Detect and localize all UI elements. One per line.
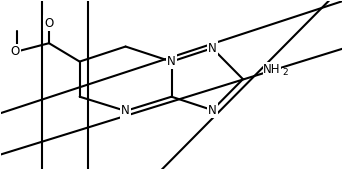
Text: N: N xyxy=(208,42,217,55)
Text: O: O xyxy=(10,45,20,58)
Text: 2: 2 xyxy=(282,68,288,77)
Text: NH: NH xyxy=(263,63,281,76)
Text: N: N xyxy=(167,55,176,68)
Text: N: N xyxy=(208,104,217,117)
Text: O: O xyxy=(44,17,54,30)
Text: N: N xyxy=(121,104,130,117)
